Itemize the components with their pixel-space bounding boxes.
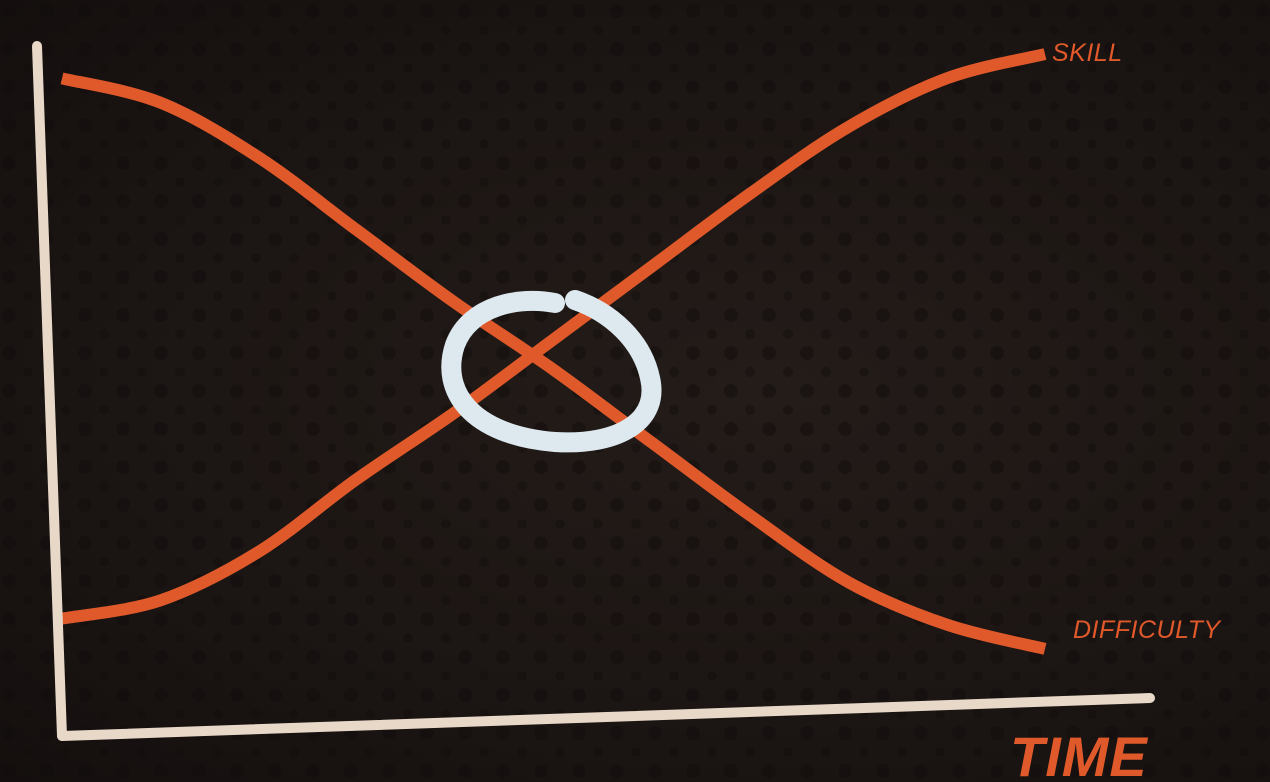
series-label-skill: SKILL bbox=[1052, 39, 1123, 67]
y-axis-line bbox=[32, 41, 67, 741]
x-axis-line bbox=[57, 693, 1155, 741]
series-line-difficulty bbox=[60, 72, 1047, 655]
series-line-skill bbox=[60, 48, 1047, 625]
series-label-difficulty: DIFFICULTY bbox=[1073, 616, 1222, 644]
intersection-circle bbox=[441, 290, 662, 453]
x-axis-label: TIME bbox=[1010, 725, 1148, 782]
